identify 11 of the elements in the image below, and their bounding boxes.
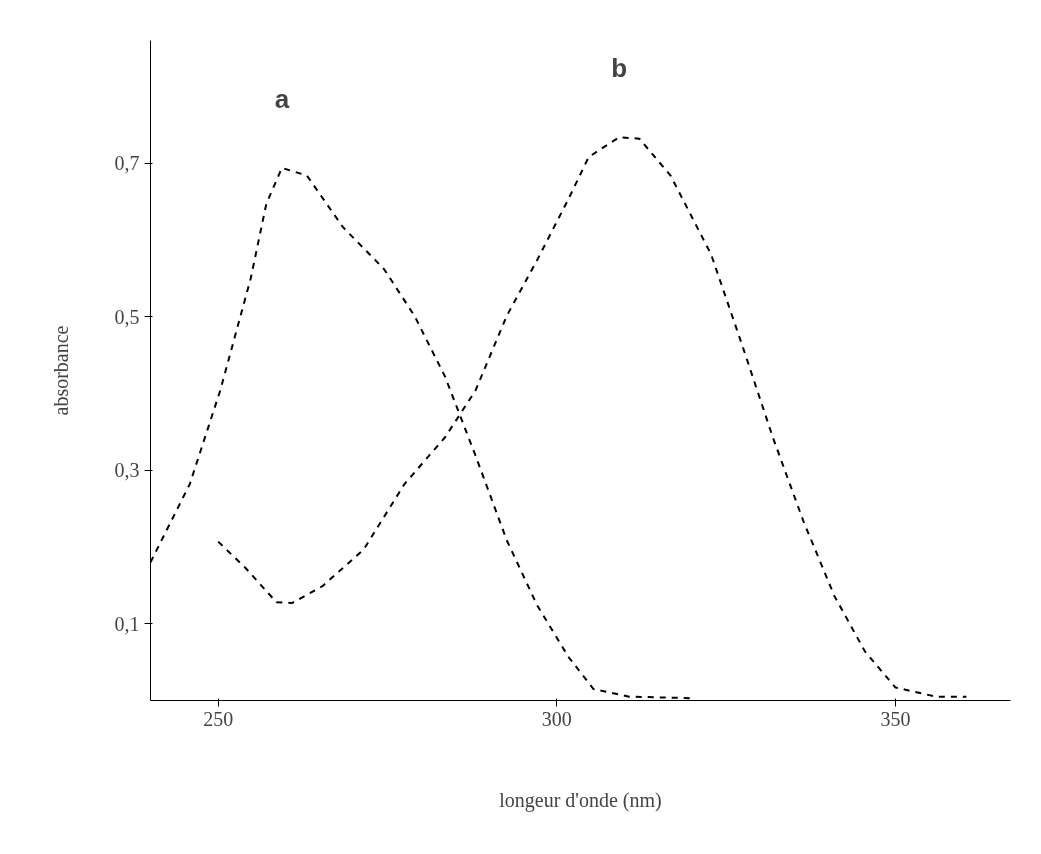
text: a <box>274 84 290 115</box>
y-tick-label: 0,1 <box>114 612 140 635</box>
y-tick-label: 0,5 <box>114 305 140 328</box>
x-tick-label: 300 <box>541 707 572 730</box>
y-axis-title: absorbance <box>49 325 72 416</box>
y-tick-label: 0,3 <box>114 459 140 482</box>
text: b <box>611 53 628 84</box>
y-tick-label: 0,7 <box>114 152 140 175</box>
x-axis-title: longeur d'onde (nm) <box>499 788 662 812</box>
x-tick-label: 250 <box>203 707 234 730</box>
x-tick-label: 350 <box>880 707 911 730</box>
